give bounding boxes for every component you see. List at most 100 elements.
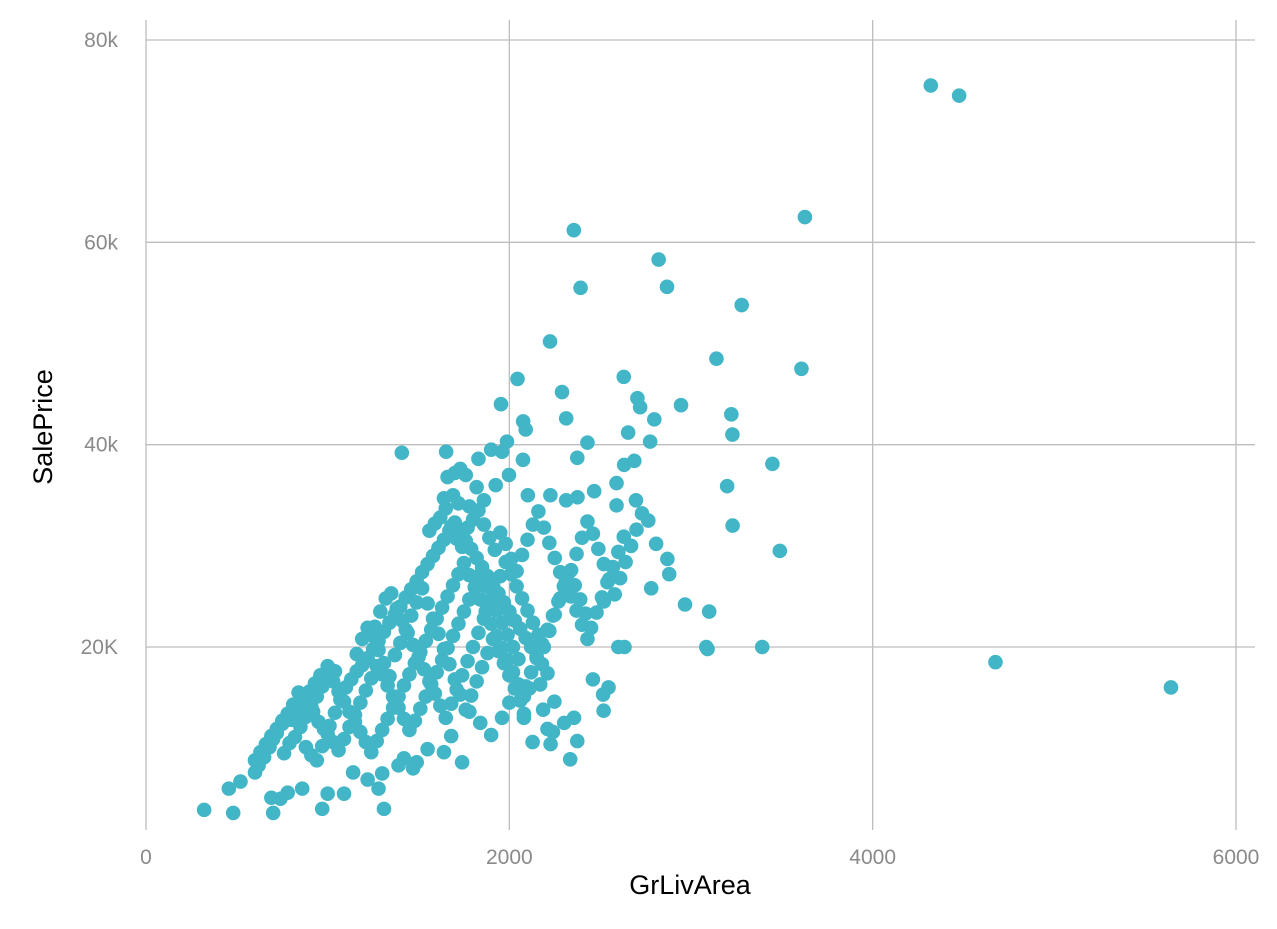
data-point	[494, 444, 510, 460]
data-point	[405, 637, 421, 653]
data-point	[196, 802, 212, 818]
data-point	[445, 577, 461, 593]
data-point	[436, 744, 452, 760]
data-point	[540, 666, 555, 681]
data-point	[585, 672, 601, 687]
data-point	[443, 519, 459, 534]
data-point	[647, 412, 662, 427]
data-point	[233, 774, 248, 789]
data-point	[923, 78, 939, 93]
data-point	[482, 530, 497, 546]
data-point	[452, 687, 468, 702]
y-axis-tick-labels: 20K 40k 60k 80k	[81, 29, 119, 659]
x-tick-label: 2000	[486, 846, 533, 869]
data-point	[660, 551, 675, 567]
data-point	[496, 655, 512, 671]
data-point	[418, 633, 434, 649]
data-point	[540, 622, 555, 638]
data-point	[476, 517, 492, 532]
data-point	[376, 655, 392, 671]
y-tick-label: 40k	[84, 434, 118, 457]
data-point	[551, 594, 566, 609]
data-point	[595, 687, 611, 702]
data-point	[618, 554, 633, 570]
data-point	[585, 526, 601, 541]
data-point	[422, 674, 437, 689]
data-point	[611, 544, 626, 560]
data-point	[440, 469, 455, 485]
data-point	[561, 564, 577, 580]
data-point	[659, 279, 675, 295]
data-point	[507, 681, 523, 696]
data-point	[434, 600, 450, 615]
data-point	[472, 715, 488, 731]
data-point	[487, 583, 503, 598]
data-point	[609, 498, 624, 513]
data-point	[247, 753, 263, 768]
data-point	[547, 694, 562, 709]
data-point	[518, 679, 533, 694]
data-point	[447, 672, 463, 687]
data-point	[436, 641, 452, 657]
data-point	[628, 493, 644, 508]
data-point	[632, 399, 648, 415]
data-point	[583, 620, 599, 636]
data-point	[661, 566, 677, 582]
data-point	[389, 601, 405, 616]
data-point	[436, 490, 452, 506]
data-point	[616, 457, 632, 473]
data-point	[700, 641, 715, 657]
data-point	[569, 546, 584, 562]
data-point	[438, 710, 454, 726]
data-point	[476, 493, 492, 508]
data-point	[474, 659, 490, 675]
data-point	[725, 427, 740, 442]
data-point	[320, 786, 335, 801]
data-point	[589, 605, 604, 620]
data-point	[396, 750, 412, 766]
x-axis-tick-labels: 0 2000 4000 6000	[140, 846, 1259, 869]
data-point	[500, 627, 515, 643]
data-point	[456, 555, 472, 571]
data-point	[494, 615, 510, 631]
data-point	[988, 654, 1003, 670]
data-point	[510, 371, 525, 387]
data-point	[427, 686, 443, 701]
data-point	[648, 536, 664, 552]
data-point	[570, 489, 585, 505]
data-point	[454, 755, 470, 770]
data-point	[469, 479, 484, 495]
data-point	[365, 628, 381, 644]
data-point	[396, 711, 412, 727]
data-point	[620, 425, 636, 440]
data-point	[402, 667, 417, 682]
data-point	[420, 596, 435, 611]
data-point	[536, 520, 552, 535]
grid-lines	[145, 20, 1255, 830]
data-point	[291, 685, 306, 700]
data-point	[382, 669, 397, 684]
data-point	[420, 741, 435, 757]
data-point	[573, 280, 588, 296]
data-point	[542, 334, 558, 349]
data-point	[596, 703, 611, 719]
data-point	[327, 705, 343, 721]
data-point	[525, 734, 540, 750]
data-point	[438, 444, 454, 460]
x-axis-title: GrLivArea	[629, 870, 752, 900]
data-point	[336, 731, 352, 747]
data-point	[535, 702, 551, 718]
data-point	[572, 592, 588, 607]
data-point	[373, 604, 388, 619]
data-point	[345, 765, 361, 780]
data-point	[514, 547, 530, 563]
x-tick-label: 6000	[1213, 846, 1260, 869]
data-point	[617, 639, 632, 655]
data-point	[385, 700, 401, 715]
data-point	[501, 467, 517, 483]
data-point	[471, 451, 486, 467]
data-point	[523, 664, 539, 680]
data-point	[488, 477, 504, 493]
data-point	[451, 496, 466, 511]
